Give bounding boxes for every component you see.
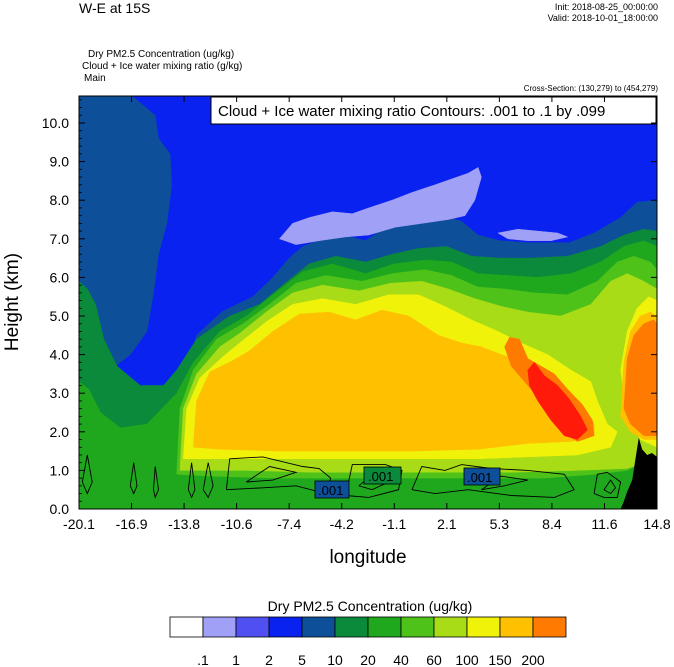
colorbar-label: 40 xyxy=(393,652,409,667)
concentration-region-15 xyxy=(497,228,569,241)
contour-line-1 xyxy=(129,462,138,495)
colorbar-label: .1 xyxy=(197,652,209,667)
colorbar-box xyxy=(235,616,270,638)
plot-frame xyxy=(78,95,658,510)
colorbar-label: 20 xyxy=(360,652,376,667)
plot-title: W-E at 15S xyxy=(79,0,151,16)
colorbar-box xyxy=(301,616,336,638)
init-time: Init: 2018-08-25_00:00:00 xyxy=(554,2,658,12)
y-tick-label: 0.0 xyxy=(50,501,70,517)
x-tick-label: -10.6 xyxy=(221,516,253,532)
colorbar-box xyxy=(367,616,402,638)
contour-line-9 xyxy=(411,464,575,498)
terrain-shape xyxy=(620,437,657,509)
y-tick-label: 3.0 xyxy=(50,385,70,401)
colorbar-box xyxy=(334,616,369,638)
contour-label-2: .001 xyxy=(368,469,393,484)
contour-line-7 xyxy=(345,464,403,498)
x-tick-label: -1.1 xyxy=(382,516,406,532)
contour-labels: .001 .001 .001 xyxy=(314,466,501,499)
y-tick-label: 8.0 xyxy=(50,192,70,208)
x-axis-ticks: -20.1 -16.9 -13.8 -10.6 -7.4 -4.2 -1.1 2.1 5.3 8.… xyxy=(63,96,671,532)
y-tick-label: 1.0 xyxy=(50,462,70,478)
concentration-region-9 xyxy=(193,309,595,452)
colorbar-box xyxy=(268,616,303,638)
colorbar-box xyxy=(400,616,435,638)
x-tick-label: 2.1 xyxy=(437,516,457,532)
colorbar-label: 10 xyxy=(327,652,343,667)
field-label-pm25: Dry PM2.5 Concentration (ug/kg) xyxy=(88,49,235,60)
cross-section-label: Cross-Section: (130,279) to (454,279) xyxy=(523,84,658,93)
colorbar-label: 200 xyxy=(521,652,545,667)
contour-line-5 xyxy=(225,456,332,495)
colorbar-box xyxy=(499,616,534,638)
y-tick-label: 6.0 xyxy=(50,269,70,285)
y-axis-ticks: 0.0 1.0 2.0 3.0 4.0 5.0 6.0 7.0 8.0 9.0 10.0 xyxy=(42,99,657,517)
valid-time: Valid: 2018-10-01_18:00:00 xyxy=(547,13,658,23)
contour-line-12 xyxy=(603,479,617,495)
contour-line-2 xyxy=(153,466,159,499)
colorbar-box xyxy=(202,616,237,638)
x-tick-label: 5.3 xyxy=(490,516,510,532)
y-axis-title: Height (km) xyxy=(2,253,23,351)
x-tick-label: 14.8 xyxy=(643,516,670,532)
colorbar-label: 1 xyxy=(232,652,240,667)
contour-line-0 xyxy=(81,454,93,495)
x-tick-label: 8.4 xyxy=(542,516,562,532)
x-tick-label: -16.9 xyxy=(116,516,148,532)
colorbar-label: 2 xyxy=(265,652,273,667)
colorbar-title: Dry PM2.5 Concentration (ug/kg) xyxy=(268,598,473,614)
concentration-region-13 xyxy=(527,361,588,440)
colorbar-box xyxy=(169,616,204,638)
contour-line-4 xyxy=(202,462,214,499)
x-tick-label: -4.2 xyxy=(330,516,354,532)
colorbar-box xyxy=(466,616,501,638)
terrain xyxy=(620,437,657,509)
colorbar-label: 5 xyxy=(298,652,306,667)
y-tick-label: 4.0 xyxy=(50,347,70,363)
field-label-main: Main xyxy=(84,73,106,84)
colorbar-box xyxy=(433,616,468,638)
x-tick-label: -20.1 xyxy=(63,516,95,532)
info-box xyxy=(210,96,657,125)
colorbar: .1 1 2 5 10 20 40 60 100 150 200 xyxy=(169,616,567,667)
x-tick-label: -7.4 xyxy=(277,516,301,532)
mixing-ratio-contours xyxy=(81,454,622,499)
concentration-region-11 xyxy=(623,319,657,436)
contour-line-3 xyxy=(187,462,196,499)
field-label-cloud-ice: Cloud + Ice water mixing ratio (g/kg) xyxy=(82,61,243,72)
contour-line-11 xyxy=(593,471,622,498)
y-tick-label: 5.0 xyxy=(50,308,70,324)
concentration-field xyxy=(79,96,657,509)
contour-label-1: .001 xyxy=(318,483,343,498)
x-tick-label: 11.6 xyxy=(591,516,617,532)
y-tick-label: 7.0 xyxy=(50,231,70,247)
contour-label-3: .001 xyxy=(467,470,492,485)
colorbar-label: 150 xyxy=(488,652,512,667)
x-tick-label: -13.8 xyxy=(168,516,200,532)
contour-line-6 xyxy=(246,466,298,483)
colorbar-box xyxy=(532,616,567,638)
y-tick-label: 2.0 xyxy=(50,424,70,440)
concentration-region-14 xyxy=(278,167,482,245)
y-tick-label: 10.0 xyxy=(42,115,69,131)
contour-info-label: Cloud + Ice water mixing ratio Contours:… xyxy=(218,103,605,120)
x-axis-title: longitude xyxy=(329,547,406,568)
colorbar-label: 60 xyxy=(426,652,442,667)
colorbar-label: 100 xyxy=(455,652,479,667)
y-tick-label: 9.0 xyxy=(50,154,70,170)
